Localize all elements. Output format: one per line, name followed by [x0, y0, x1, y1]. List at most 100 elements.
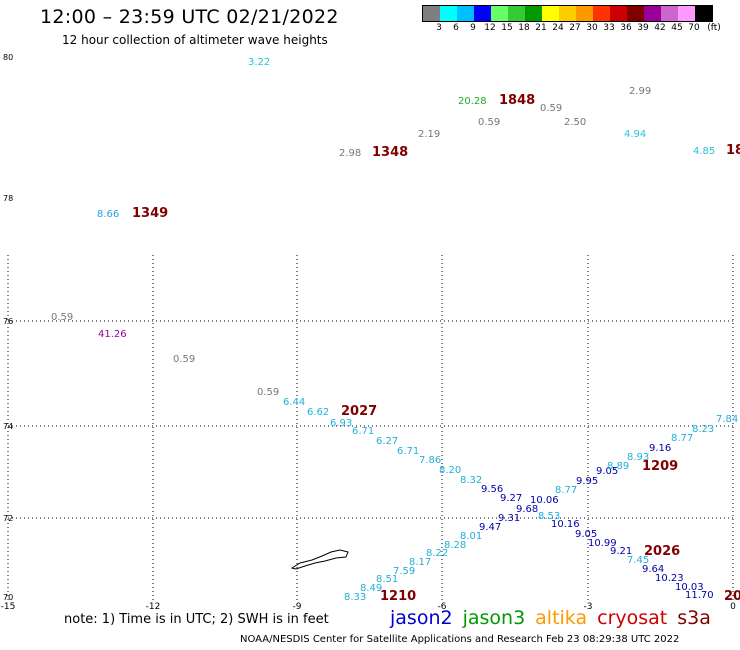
wave-height-value: 0.59: [173, 354, 195, 365]
scale-label: 42: [654, 23, 666, 33]
pass-time-label: 1348: [372, 145, 408, 160]
wave-height-value: 0.59: [478, 117, 500, 128]
wave-height-value: 6.62: [307, 407, 329, 418]
scale-label: 6: [453, 23, 459, 33]
wave-height-value: 41.26: [98, 329, 127, 340]
wave-height-value: 10.03: [675, 582, 704, 593]
lon-tick-label: -12: [146, 602, 161, 612]
lon-tick-label: -6: [438, 602, 447, 612]
scale-label: 3: [436, 23, 442, 33]
scale-swatch: [457, 6, 474, 21]
scale-swatch: [508, 6, 525, 21]
wave-height-value: 8.89: [607, 461, 629, 472]
wave-height-value: 6.27: [376, 436, 398, 447]
wave-height-value: 4.85: [693, 146, 715, 157]
scale-label: 18: [518, 23, 530, 33]
wave-height-value: 9.16: [649, 443, 671, 454]
scale-label: 12: [484, 23, 496, 33]
scale-swatch: [610, 6, 627, 21]
scale-label: 24: [552, 23, 564, 33]
wave-height-value: 10.99: [588, 538, 617, 549]
wave-height-value: 0.59: [257, 387, 279, 398]
lon-tick-label: -3: [584, 602, 593, 612]
satellite-legend: jason2 jason3 altika cryosat s3a: [390, 607, 721, 629]
legend-cryosat: cryosat: [597, 607, 668, 629]
wave-height-value: 10.16: [551, 519, 580, 530]
wave-height-value: 8.28: [444, 540, 466, 551]
wave-height-value: 9.64: [642, 564, 664, 575]
scale-swatch: [627, 6, 644, 21]
lon-tick-label: -15: [1, 602, 16, 612]
wave-height-value: 7.84: [716, 414, 738, 425]
pass-time-label: 18: [726, 143, 740, 158]
pass-time-label: 2026: [644, 544, 680, 559]
scale-swatch: [559, 6, 576, 21]
scale-swatch: [593, 6, 610, 21]
wave-height-value: 2.98: [339, 148, 361, 159]
wave-height-value: 8.77: [671, 433, 693, 444]
wave-height-value: 6.44: [283, 397, 305, 408]
wave-height-value: 8.33: [344, 592, 366, 603]
wave-height-value: 9.21: [610, 546, 632, 557]
wave-height-value: 8.01: [460, 531, 482, 542]
scale-label: 15: [501, 23, 513, 33]
scale-swatch: [576, 6, 593, 21]
scale-label: 9: [470, 23, 476, 33]
wave-height-value: 3.22: [248, 57, 270, 68]
pass-time-label: 1210: [380, 589, 416, 604]
wave-height-value: 6.93: [330, 418, 352, 429]
color-scale-swatches: [422, 5, 713, 22]
scale-label: (ft): [707, 23, 721, 33]
wave-height-value: 8.53: [538, 511, 560, 522]
wave-height-value: 8.49: [360, 583, 382, 594]
scale-label: 36: [620, 23, 632, 33]
wave-height-value: 9.05: [575, 529, 597, 540]
legend-jason2: jason2: [390, 607, 453, 629]
wave-height-value: 8.22: [426, 548, 448, 559]
island-outline: [290, 549, 349, 570]
scale-label: 27: [569, 23, 581, 33]
wave-height-value: 0.59: [540, 103, 562, 114]
wave-height-value: 2.19: [418, 129, 440, 140]
wave-height-value: 0.59: [51, 312, 73, 323]
wave-height-value: 9.05: [596, 466, 618, 477]
wave-height-value: 9.68: [516, 504, 538, 515]
wave-height-value: 7.86: [419, 455, 441, 466]
lat-tick-label: 76: [3, 317, 13, 326]
wave-height-value: 7.45: [627, 555, 649, 566]
wave-height-value: 8.32: [460, 475, 482, 486]
scale-swatch: [661, 6, 678, 21]
axis-tick-labels: -15 -12 -9 -6 -3 0 80 78 76 74 72 70: [1, 53, 736, 612]
scale-swatch: [678, 6, 695, 21]
wave-height-value: 6.71: [397, 446, 419, 457]
wave-height-value: 9.47: [479, 522, 501, 533]
scale-label: 30: [586, 23, 598, 33]
wave-height-value: 4.94: [624, 129, 646, 140]
wave-height-value: 9.31: [498, 513, 520, 524]
scale-swatch: [491, 6, 508, 21]
lon-tick-label: -9: [293, 602, 302, 612]
wave-height-value: 2.50: [564, 117, 586, 128]
map-title: 12:00 – 23:59 UTC 02/21/2022: [40, 6, 339, 28]
map-subtitle: 12 hour collection of altimeter wave hei…: [62, 33, 328, 47]
wave-height-value: 9.27: [500, 493, 522, 504]
wave-height-value: 8.66: [97, 209, 119, 220]
legend-jason3: jason3: [462, 607, 526, 629]
legend-s3a: s3a: [677, 607, 711, 629]
scale-label: 39: [637, 23, 649, 33]
scale-swatch: [695, 6, 712, 21]
wave-height-value: 8.93: [627, 452, 649, 463]
wave-height-value: 8.51: [376, 574, 398, 585]
wave-height-value: 10.23: [655, 573, 684, 584]
legend-altika: altika: [535, 607, 588, 629]
wave-height-value: 8.17: [409, 557, 431, 568]
scale-swatch: [525, 6, 542, 21]
wave-height-value: 11.70: [685, 590, 714, 601]
pass-time-label: 1349: [132, 206, 168, 221]
scale-swatch: [474, 6, 491, 21]
scale-label: 45: [671, 23, 683, 33]
lat-tick-label: 80: [3, 53, 13, 62]
wave-height-value: 2.99: [629, 86, 651, 97]
pass-time-label: 1848: [499, 93, 535, 108]
lat-tick-label: 72: [3, 514, 13, 523]
